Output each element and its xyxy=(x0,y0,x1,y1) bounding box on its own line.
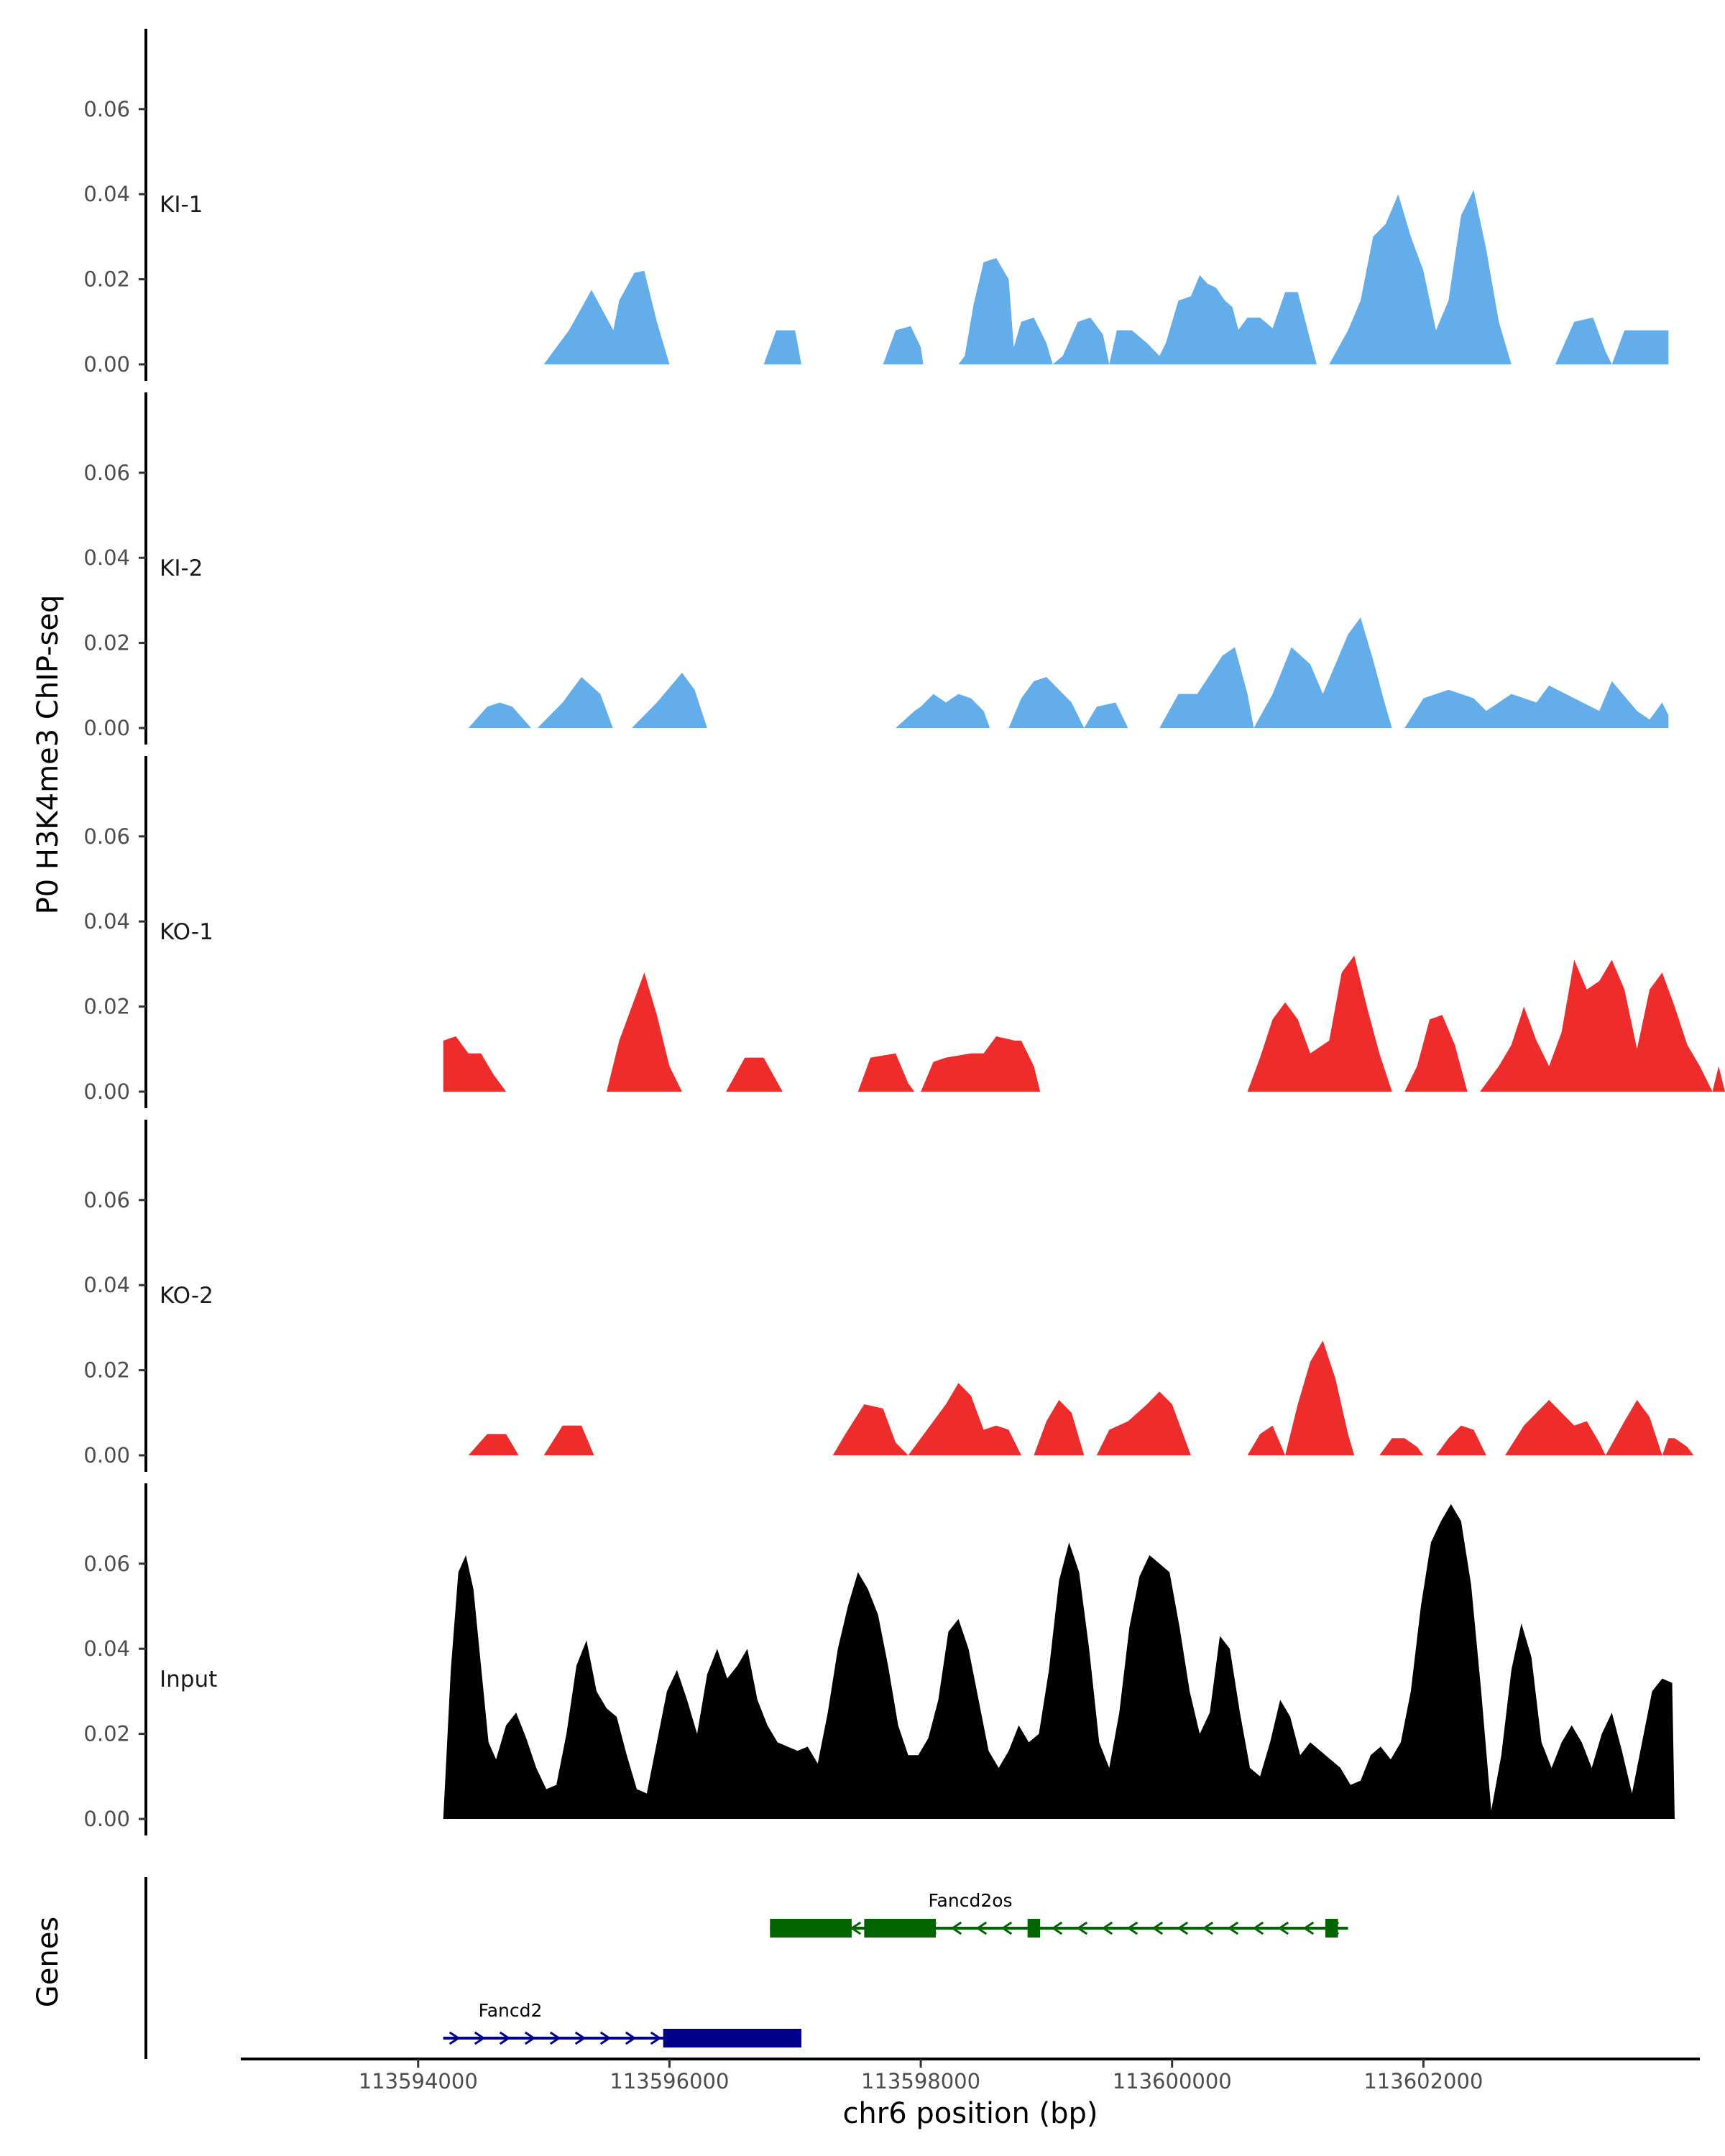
signal-area xyxy=(443,1503,1675,1819)
track-ki-2: 0.00 0.02 0.04 0.06 KI-2 xyxy=(83,392,1669,745)
strand-arrow xyxy=(599,2031,612,2045)
gene-label: Fancd2os xyxy=(928,1890,1012,1911)
gene-fancd2os: Fancd2os xyxy=(770,1890,1348,1938)
y-tick-label: 0.06 xyxy=(83,97,130,121)
signal-area xyxy=(443,955,1725,1092)
strand-arrow xyxy=(574,2031,586,2045)
track-ko-1: 0.00 0.02 0.04 0.06 KO-1 xyxy=(83,756,1725,1108)
strand-arrow xyxy=(1101,1921,1113,1935)
strand-arrow xyxy=(1151,1921,1164,1935)
strand-arrow xyxy=(549,2031,561,2045)
strand-arrow xyxy=(1177,1921,1189,1935)
x-axis: 113594000 113596000 113598000 113600000 1136… xyxy=(241,2058,1700,2093)
y-tick-label: 0.04 xyxy=(83,182,130,206)
y-tick-label: 0.06 xyxy=(83,1552,130,1576)
gene-exon xyxy=(864,1919,937,1938)
y-tick-label: 0.00 xyxy=(83,1443,130,1468)
track-panels: 0.00 0.02 0.04 0.06 KI-1 0.00 0.02 0.04 0.06 KI-2… xyxy=(83,29,1725,1835)
y-tick-label: 0.02 xyxy=(83,267,130,292)
signal-area xyxy=(543,190,1669,364)
gene-exon xyxy=(1027,1919,1041,1938)
gene-exon xyxy=(770,1919,852,1938)
y-tick-label: 0.06 xyxy=(83,1188,130,1212)
track-input: 0.00 0.02 0.04 0.06 Input xyxy=(83,1483,1675,1835)
track-ko-2: 0.00 0.02 0.04 0.06 KO-2 xyxy=(83,1120,1694,1472)
y-tick-label: 0.00 xyxy=(83,1807,130,1831)
x-tick-label: 113598000 xyxy=(861,2069,980,2093)
y-tick-label: 0.04 xyxy=(83,545,130,570)
y-tick-label: 0.02 xyxy=(83,995,130,1019)
track-label: KI-2 xyxy=(160,556,203,581)
y-tick-label: 0.00 xyxy=(83,352,130,377)
track-label: KO-2 xyxy=(160,1283,213,1309)
y-tick-label: 0.04 xyxy=(83,1273,130,1297)
x-tick-label: 113596000 xyxy=(610,2069,729,2093)
strand-arrow xyxy=(950,1921,962,1935)
y-tick-label: 0.02 xyxy=(83,1722,130,1746)
x-axis-title: chr6 position (bp) xyxy=(842,2097,1098,2130)
strand-arrow xyxy=(650,2031,662,2045)
strand-arrow xyxy=(1202,1921,1214,1935)
strand-arrow xyxy=(524,2031,536,2045)
strand-arrow xyxy=(1302,1921,1315,1935)
y-tick-label: 0.06 xyxy=(83,461,130,485)
y-tick-label: 0.06 xyxy=(83,824,130,849)
track-label: KI-1 xyxy=(160,192,203,218)
strand-arrow xyxy=(975,1921,988,1935)
track-label: Input xyxy=(160,1667,217,1692)
strand-arrow xyxy=(1051,1921,1063,1935)
track-ki-1: 0.00 0.02 0.04 0.06 KI-1 xyxy=(83,29,1669,381)
y-tick-label: 0.04 xyxy=(83,909,130,934)
genes-panel: Fancd2os Fancd2 xyxy=(144,1877,1348,2059)
x-tick-label: 113602000 xyxy=(1363,2069,1483,2093)
gene-label: Fancd2 xyxy=(479,2000,543,2021)
y-tick-label: 0.00 xyxy=(83,1079,130,1104)
signal-area xyxy=(468,617,1669,728)
strand-arrow xyxy=(499,2031,511,2045)
strand-arrow xyxy=(1000,1921,1013,1935)
strand-arrow xyxy=(1252,1921,1264,1935)
strand-arrow xyxy=(625,2031,637,2045)
y-tick-label: 0.02 xyxy=(83,1358,130,1383)
strand-arrow xyxy=(1227,1921,1239,1935)
gene-fancd2: Fancd2 xyxy=(443,2000,801,2047)
y-tick-label: 0.04 xyxy=(83,1636,130,1661)
signal-area xyxy=(468,1340,1694,1455)
gene-exon xyxy=(663,2029,801,2047)
y-axis-title: P0 H3K4me3 ChIP-seq xyxy=(32,595,65,915)
strand-arrow xyxy=(1126,1921,1138,1935)
y-tick-label: 0.00 xyxy=(83,716,130,740)
strand-arrow xyxy=(1076,1921,1088,1935)
gene-exon xyxy=(1325,1919,1338,1938)
strand-arrow xyxy=(448,2031,461,2045)
y-tick-label: 0.02 xyxy=(83,631,130,655)
track-label: KO-1 xyxy=(160,919,213,945)
strand-arrow xyxy=(1277,1921,1289,1935)
x-tick-label: 113594000 xyxy=(359,2069,478,2093)
strand-arrow xyxy=(474,2031,486,2045)
strand-arrow xyxy=(850,1921,862,1935)
genes-panel-title: Genes xyxy=(32,1917,65,2007)
x-tick-label: 113600000 xyxy=(1113,2069,1232,2093)
